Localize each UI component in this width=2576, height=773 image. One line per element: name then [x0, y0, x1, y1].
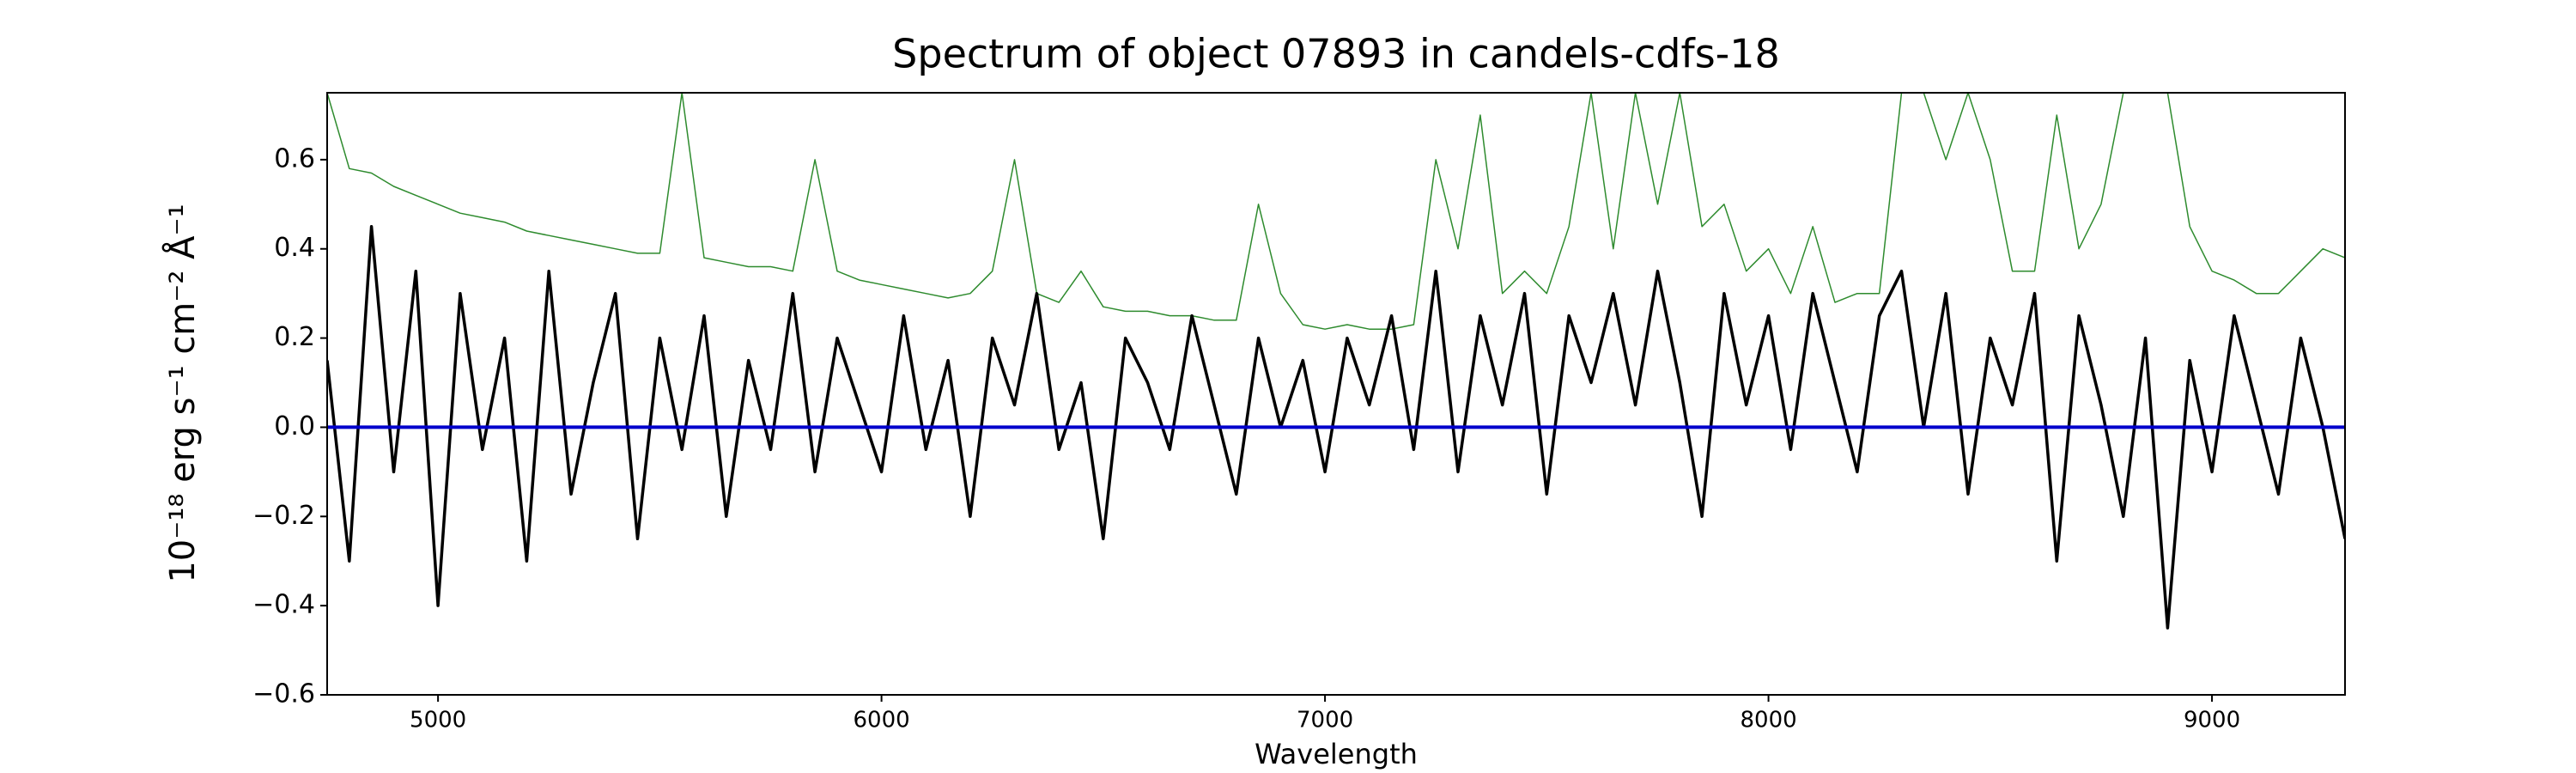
y-axis-label: 10⁻¹⁸ erg s⁻¹ cm⁻² Å⁻¹	[161, 204, 203, 582]
chart-title: Spectrum of object 07893 in candels-cdfs…	[892, 31, 1780, 77]
y-tick-label: −0.6	[252, 679, 315, 709]
spectrum-line	[327, 93, 2345, 330]
axes-frame	[326, 92, 2346, 696]
x-tick-label: 5000	[410, 708, 466, 733]
y-tick-label: 0.2	[274, 322, 315, 352]
x-tick-label: 9000	[2184, 708, 2240, 733]
y-tick-label: 0.4	[274, 233, 315, 263]
y-tick-label: −0.2	[252, 501, 315, 531]
y-tick-label: 0.6	[274, 143, 315, 173]
plot-area	[327, 93, 2345, 630]
y-tick-label: 0.0	[274, 411, 315, 441]
x-tick-label: 7000	[1297, 708, 1353, 733]
x-tick-label: 6000	[854, 708, 910, 733]
x-axis-label: Wavelength	[1255, 738, 1418, 770]
spectrum-line	[327, 225, 2345, 630]
y-tick-label: −0.4	[252, 590, 315, 620]
x-tick-label: 8000	[1740, 708, 1796, 733]
